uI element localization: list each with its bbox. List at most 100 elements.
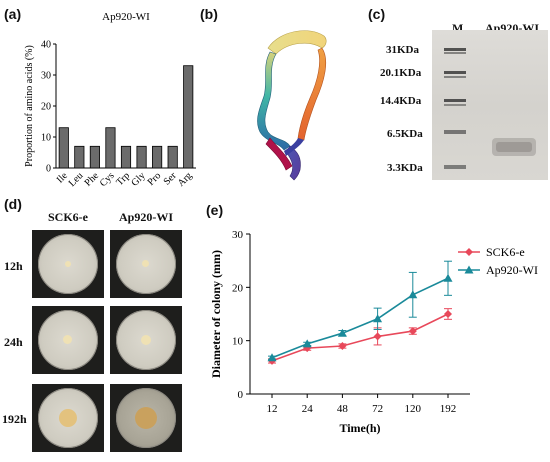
- colony: [63, 335, 72, 344]
- data-point: [338, 342, 347, 350]
- sample-band: [496, 142, 532, 152]
- ribbon-crimson-strand: [265, 137, 293, 171]
- panel-d-letter: (d): [4, 196, 22, 212]
- bar: [105, 127, 116, 169]
- legend-label: Ap920-WI: [486, 263, 538, 277]
- y-tick-label: 0: [238, 389, 244, 401]
- data-point: [373, 314, 383, 323]
- x-tick-label: 12: [267, 403, 278, 415]
- panel-e-letter: (e): [206, 202, 224, 218]
- marker-band: [444, 48, 466, 51]
- marker-3kda: 3.3KDa: [387, 162, 423, 174]
- y-tick-label: 10: [41, 133, 51, 144]
- bar: [183, 65, 194, 169]
- marker-band: [444, 99, 466, 102]
- peptide-ribbon-structure: [257, 30, 327, 181]
- x-tick-label: 120: [405, 403, 422, 415]
- series-sample: [267, 260, 453, 362]
- data-point: [464, 265, 474, 274]
- bar: [74, 145, 85, 169]
- marker-31kda: 31KDa: [386, 44, 419, 56]
- x-tick-label: 192: [440, 403, 457, 415]
- x-tick-label: Trp: [114, 170, 132, 188]
- data-point: [337, 328, 347, 337]
- marker-band: [444, 165, 466, 169]
- marker-20kda: 20.1KDa: [380, 67, 422, 79]
- y-tick-label: 10: [232, 336, 244, 348]
- bar: [120, 145, 132, 169]
- data-point: [267, 353, 277, 362]
- marker-band: [444, 76, 466, 78]
- legend-entry: SCK6-e: [458, 245, 525, 259]
- plate-image: [32, 306, 104, 374]
- data-point: [465, 248, 473, 256]
- bar: [58, 127, 69, 169]
- x-axis-label: Time(h): [339, 421, 380, 435]
- colony: [141, 335, 151, 345]
- legend-entry: Ap920-WI: [458, 263, 538, 277]
- column-head-sample: Ap920-WI: [118, 210, 173, 224]
- panel-a-letter: (a): [4, 6, 22, 22]
- data-point: [408, 290, 418, 299]
- amino-acid-bar-chart: Ap920-WI 0 10 20 30 40 Proportion of amino aci…: [24, 11, 196, 189]
- gel-bands: [444, 48, 536, 169]
- y-tick-label: 40: [41, 40, 51, 51]
- marker-6kda: 6.5KDa: [387, 128, 423, 140]
- plate-image: [110, 384, 182, 452]
- bar: [136, 145, 147, 169]
- y-axis-label: Proportion of amino acids (%): [24, 45, 35, 167]
- row-head-24h: 24h: [4, 335, 23, 349]
- bar: [167, 145, 178, 169]
- panel-c-letter: (c): [368, 6, 386, 22]
- ribbon-right-strand: [297, 47, 327, 141]
- chart-title: Ap920-WI: [102, 11, 150, 23]
- x-tick-label: 48: [337, 403, 349, 415]
- marker-band: [444, 130, 466, 134]
- x-tick-label: Ser: [162, 170, 180, 188]
- sds-page-gel: [432, 30, 548, 180]
- row-head-192h: 192h: [2, 412, 27, 426]
- column-head-control: SCK6-e: [48, 210, 88, 224]
- y-tick-label: 30: [41, 71, 51, 82]
- colony-diameter-line-chart: 0 10 20 30 12 24 48 72 120 192 Time(h) Diameter of …: [209, 229, 538, 435]
- x-tick-label: 72: [372, 403, 383, 415]
- x-tick-label: Arg: [176, 170, 195, 189]
- marker-band: [444, 52, 466, 54]
- y-tick-label: 0: [46, 164, 51, 175]
- ribbon-left-strand: [257, 51, 291, 151]
- series-control: [268, 308, 452, 365]
- data-point: [408, 327, 417, 336]
- bar: [152, 145, 163, 169]
- data-point: [443, 273, 453, 282]
- x-tick-label: Pro: [146, 170, 164, 188]
- series-line: [271, 277, 449, 359]
- y-tick-label: 30: [232, 229, 244, 241]
- row-head-12h: 12h: [4, 259, 23, 273]
- plate-image: [32, 384, 104, 452]
- marker-14kda: 14.4KDa: [380, 95, 422, 107]
- colony: [135, 407, 157, 429]
- legend-label: SCK6-e: [486, 245, 525, 259]
- x-tick-label: 24: [302, 403, 314, 415]
- plate-image: [32, 230, 104, 298]
- colony: [142, 260, 149, 267]
- ribbon-top-loop: [267, 30, 327, 55]
- colony: [59, 409, 77, 427]
- plate-image: [110, 306, 182, 374]
- data-point: [302, 339, 312, 348]
- panel-b-letter: (b): [200, 6, 218, 22]
- marker-band: [444, 71, 466, 74]
- y-axis-label: Diameter of colony (mm): [209, 250, 223, 378]
- ribbon-cross-strand: [284, 138, 304, 156]
- plate-image: [110, 230, 182, 298]
- data-point: [373, 332, 382, 341]
- ribbon-bottom-strand: [285, 145, 301, 181]
- data-point: [444, 310, 452, 318]
- colony: [65, 261, 71, 267]
- gel-lane-label-marker: M: [452, 21, 464, 35]
- y-tick-label: 20: [232, 282, 244, 294]
- marker-band: [444, 104, 466, 106]
- y-tick-label: 20: [41, 102, 51, 113]
- bar: [89, 145, 100, 169]
